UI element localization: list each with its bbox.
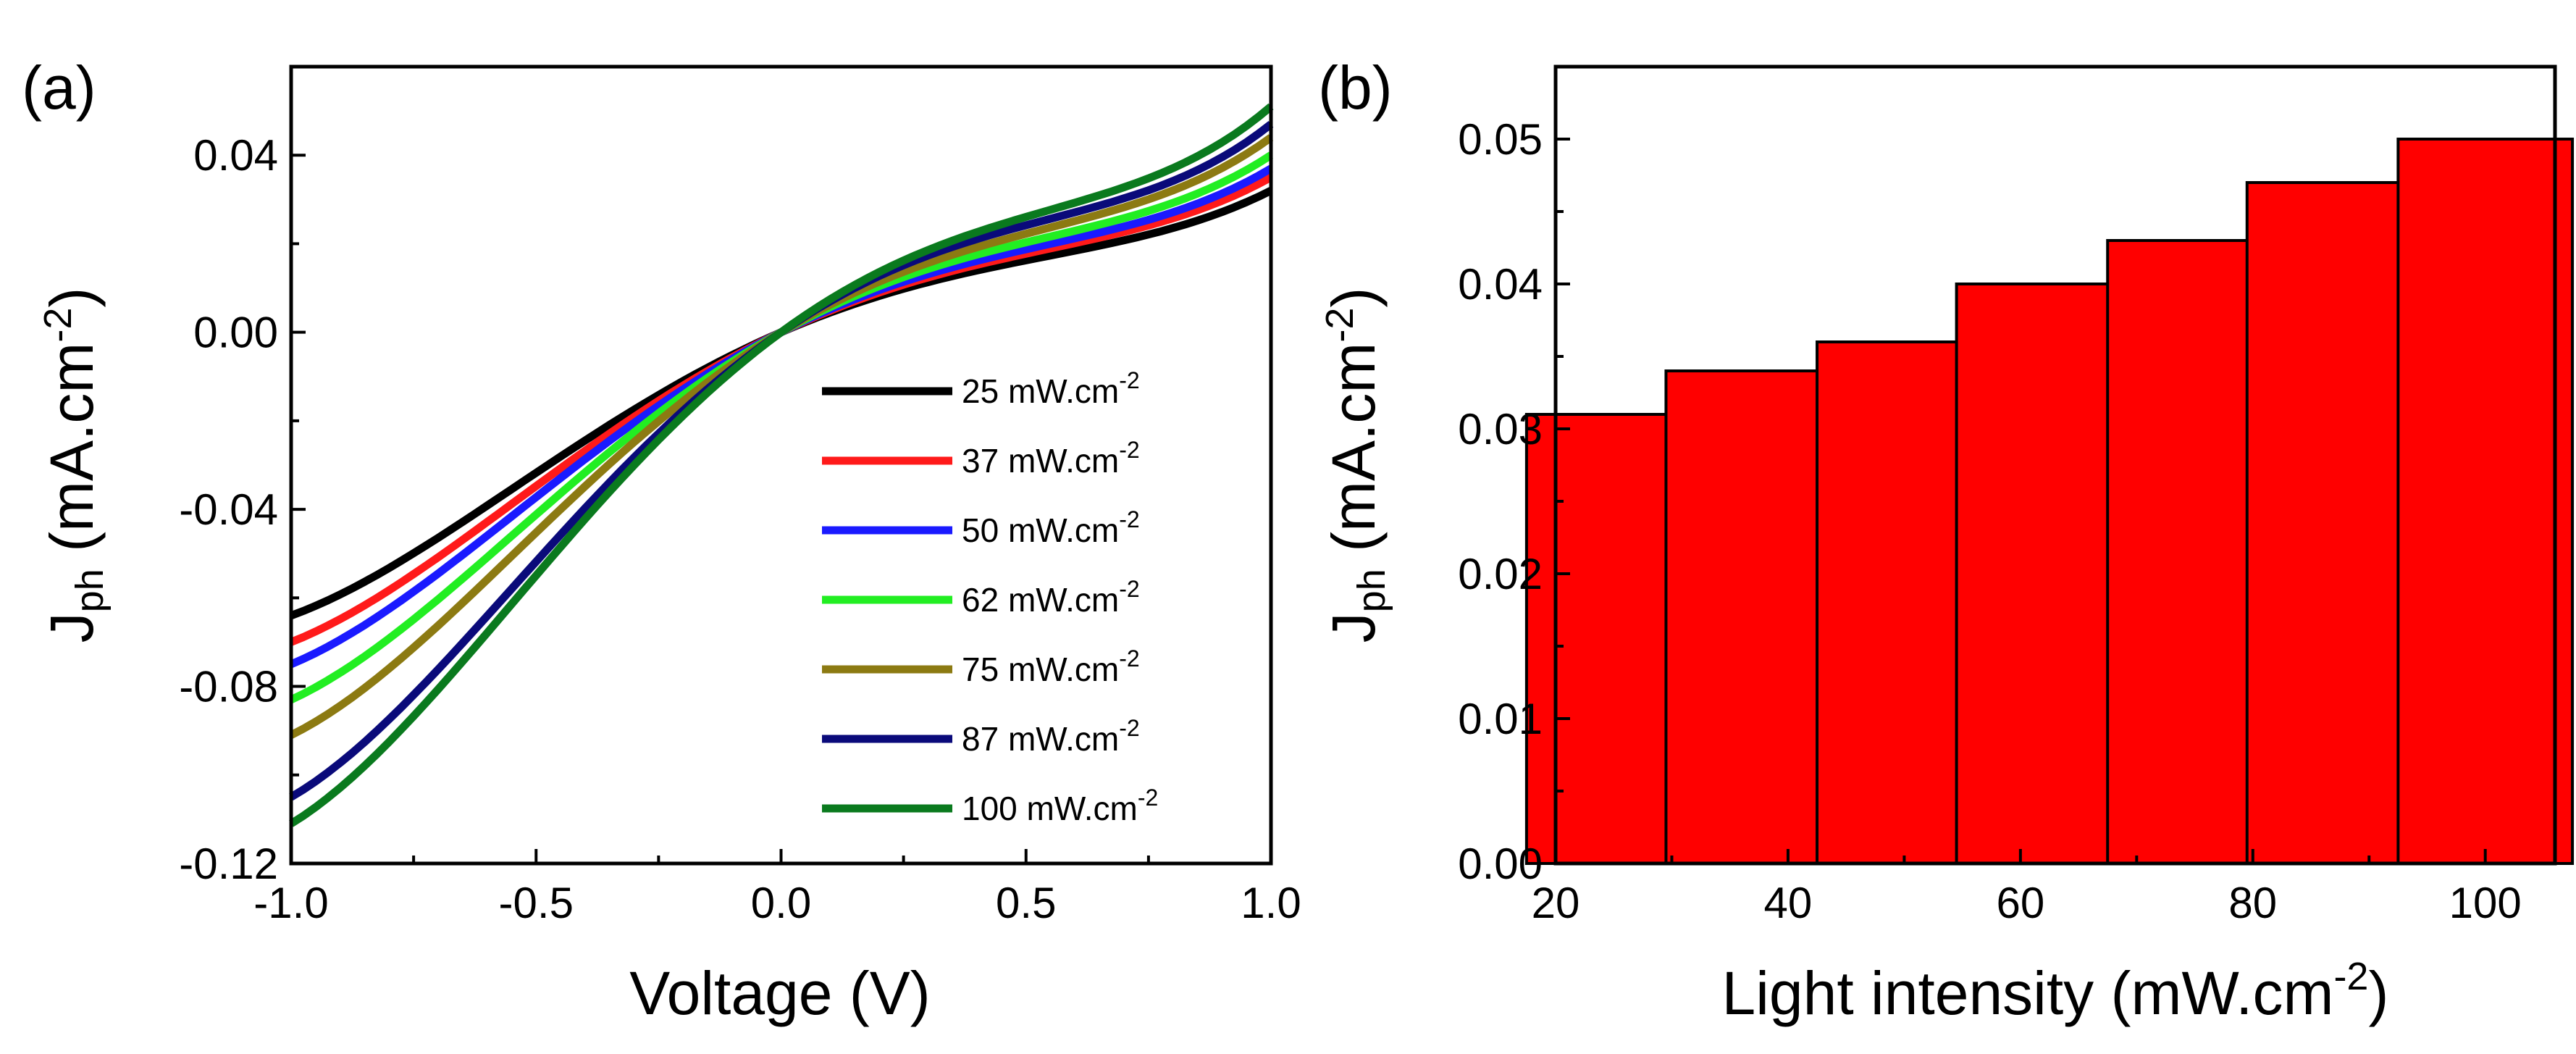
legend-item-25: 25 mW.cm-2 <box>822 367 1140 410</box>
legend-label-unit: mW.cm <box>999 442 1119 480</box>
legend-label-sup: -2 <box>1119 437 1139 463</box>
x-tick-label: 20 <box>1532 879 1580 927</box>
y-tick-label: -0.12 <box>179 840 278 888</box>
legend-item-37: 37 mW.cm-2 <box>822 437 1140 480</box>
panel-a-x-axis-title: Voltage (V) <box>629 959 931 1027</box>
y-tick-label: 0.03 <box>1458 405 1543 453</box>
panel-b-y-axis-title: Jph (mA.cm-2) <box>1318 288 1393 643</box>
legend-label-value: 100 <box>962 790 1018 827</box>
legend-label-unit: mW.cm <box>999 511 1119 549</box>
legend-label-sup: -2 <box>1119 645 1139 672</box>
x-tick-label: 1.0 <box>1241 879 1301 927</box>
panel-b-y-title-sub: ph <box>1350 569 1393 612</box>
panel-b-x-axis-title: Light intensity (mW.cm-2) <box>1722 955 2389 1027</box>
y-tick-label: 0.04 <box>193 131 278 180</box>
x-tick-label: -1.0 <box>253 879 328 927</box>
legend-label-value: 50 <box>962 511 999 549</box>
y-tick-label: 0.00 <box>193 309 278 357</box>
panel-b-y-title-close: ) <box>1320 288 1388 308</box>
legend-label: 62 mW.cm-2 <box>962 576 1140 619</box>
panel-b-y-title-rest: (mA.cm <box>1320 343 1388 569</box>
panel-a-legend: 25 mW.cm-237 mW.cm-250 mW.cm-262 mW.cm-2… <box>822 367 1158 827</box>
legend-label: 75 mW.cm-2 <box>962 645 1140 688</box>
panel-a-y-title-rest: (mA.cm <box>38 343 106 569</box>
panel-b-label: (b) <box>1318 54 1393 122</box>
legend-label-value: 25 <box>962 372 999 410</box>
legend-label: 37 mW.cm-2 <box>962 437 1140 480</box>
panel-b-x-title-main: Light intensity (mW.cm <box>1722 959 2334 1027</box>
bar-62 <box>1955 283 2133 865</box>
y-tick-label: -0.08 <box>179 663 278 711</box>
legend-label-value: 87 <box>962 720 999 758</box>
legend-label-value: 62 <box>962 581 999 619</box>
panel-a-line-chart: (a) -1.0 -0.5 0.0 0.5 1.0 -0.12 -0.08 -0.04 0.00… <box>22 54 1301 1027</box>
x-tick-label: 60 <box>1996 879 2044 927</box>
legend-label: 100 mW.cm-2 <box>962 785 1158 827</box>
legend-item-75: 75 mW.cm-2 <box>822 645 1140 688</box>
panel-a-series-group <box>289 103 1274 827</box>
legend-label-unit: mW.cm <box>999 651 1119 688</box>
series-line-100 <box>289 103 1274 827</box>
legend-item-100: 100 mW.cm-2 <box>822 785 1158 827</box>
bar-100 <box>2396 138 2575 865</box>
legend-label-unit: mW.cm <box>1018 790 1138 827</box>
legend-item-50: 50 mW.cm-2 <box>822 506 1140 549</box>
panel-b-bars <box>1524 138 2575 865</box>
x-tick-label: -0.5 <box>499 879 574 927</box>
panel-a-y-title-sup: -2 <box>36 308 80 343</box>
legend-label-sup: -2 <box>1119 576 1139 602</box>
legend-label-value: 37 <box>962 442 999 480</box>
panel-a-y-title-close: ) <box>38 288 106 308</box>
legend-label: 87 mW.cm-2 <box>962 715 1140 758</box>
legend-item-62: 62 mW.cm-2 <box>822 576 1140 619</box>
legend-label-sup: -2 <box>1119 715 1139 741</box>
legend-label-sup: -2 <box>1119 506 1139 532</box>
panel-b-y-title-sup: -2 <box>1318 308 1362 343</box>
panel-a-ticks: -1.0 -0.5 0.0 0.5 1.0 -0.12 -0.08 -0.04 0.00 0.04 <box>179 65 1301 927</box>
legend-label-unit: mW.cm <box>999 581 1119 619</box>
panel-a-label: (a) <box>22 54 96 122</box>
legend-item-87: 87 mW.cm-2 <box>822 715 1140 758</box>
legend-label-value: 75 <box>962 651 999 688</box>
legend-label-unit: mW.cm <box>999 720 1119 758</box>
x-tick-label: 0.0 <box>751 879 811 927</box>
y-tick-label: 0.04 <box>1458 260 1543 309</box>
panel-b-ticks: 20 40 60 80 100 0.00 0.01 0.02 0.03 0.04 0.05 <box>1458 65 2522 927</box>
panel-b-plot-frame <box>1553 64 2557 866</box>
y-tick-label: 0.01 <box>1458 695 1543 743</box>
bar-37 <box>1664 369 1842 865</box>
x-tick-label: 0.5 <box>996 879 1056 927</box>
panel-b-x-title-sup: -2 <box>2333 955 2368 998</box>
y-tick-label: -0.04 <box>179 485 278 534</box>
x-tick-label: 100 <box>2449 879 2522 927</box>
panel-b-y-title-main: J <box>1320 612 1388 643</box>
panel-b-x-title-close: ) <box>2368 959 2388 1027</box>
panel-a-y-title-sub: ph <box>68 569 112 612</box>
panel-b-bar-chart: (b) 20 40 60 80 1000.000.010.020.030.040.05 … <box>1318 54 2575 1027</box>
legend-label: 25 mW.cm-2 <box>962 367 1140 410</box>
legend-label: 50 mW.cm-2 <box>962 506 1140 549</box>
legend-label-sup: -2 <box>1119 367 1139 393</box>
bar-87 <box>2245 181 2423 865</box>
panel-a-y-title-main: J <box>38 612 106 643</box>
x-tick-label: 80 <box>2228 879 2277 927</box>
panel-a-y-axis-title: Jph (mA.cm-2) <box>36 288 112 643</box>
legend-label-sup: -2 <box>1138 785 1158 811</box>
legend-label-unit: mW.cm <box>999 372 1119 410</box>
y-tick-label: 0.02 <box>1458 550 1543 598</box>
x-tick-label: 40 <box>1764 879 1813 927</box>
y-tick-label: 0.00 <box>1458 840 1543 888</box>
y-tick-label: 0.05 <box>1458 115 1543 164</box>
